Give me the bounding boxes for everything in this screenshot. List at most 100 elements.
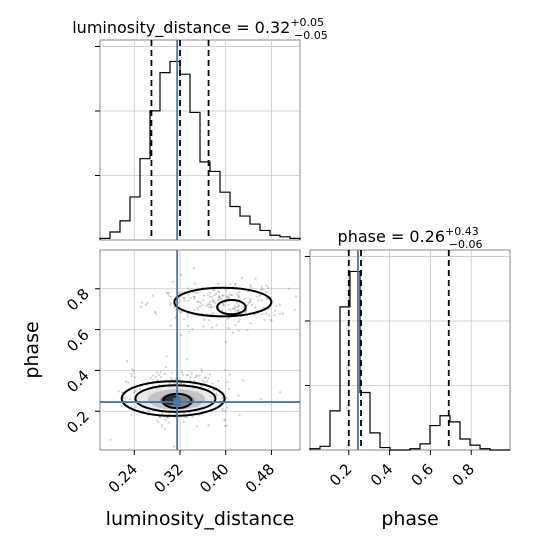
scatter-point	[211, 299, 214, 302]
scatter-point	[207, 377, 210, 380]
scatter-point	[250, 303, 254, 307]
scatter-point	[181, 290, 184, 294]
hist-ld-bin-15	[250, 224, 260, 240]
scatter-point	[163, 372, 166, 375]
scatter-point	[198, 414, 201, 417]
scatter-point	[230, 294, 234, 297]
scatter-point	[193, 282, 196, 285]
scatter-point	[186, 373, 189, 377]
scatter-point	[201, 379, 204, 382]
scatter-point	[192, 295, 195, 298]
scatter-point	[167, 292, 170, 295]
scatter-point	[169, 303, 172, 307]
scatter-point	[234, 309, 237, 312]
scatter-point	[197, 308, 200, 311]
scatter-point	[216, 290, 220, 293]
scatter-point	[233, 307, 236, 310]
scatter-point	[225, 289, 228, 292]
scatter-point	[202, 294, 206, 297]
scatter-point	[234, 323, 237, 327]
scatter-point	[267, 286, 270, 289]
scatter-point	[215, 324, 218, 327]
scatter-point	[249, 297, 252, 301]
scatter-point	[193, 295, 196, 298]
scatter-point	[168, 382, 171, 385]
hist-ld-bin-7	[170, 61, 180, 240]
scatter-point	[200, 368, 203, 371]
scatter-point	[247, 290, 250, 293]
scatter-point	[201, 304, 204, 307]
scatter-point	[157, 421, 160, 424]
scatter-point	[169, 324, 172, 327]
ld-xtick-label: 0.40	[196, 460, 232, 496]
contour-2	[120, 380, 226, 417]
scatter-point	[213, 305, 216, 308]
scatter-point	[220, 297, 223, 300]
hist-ld-bin-13	[230, 207, 240, 240]
scatter-point	[236, 306, 239, 309]
scatter-point	[183, 299, 186, 302]
scatter-point	[189, 296, 192, 300]
scatter-point	[214, 292, 218, 295]
scatter-point	[194, 291, 198, 294]
scatter-point	[145, 303, 148, 307]
hist-ld-bin-6	[160, 73, 170, 240]
scatter-point	[140, 301, 143, 304]
scatter-point	[225, 295, 228, 298]
scatter-point	[153, 310, 157, 314]
scatter-point	[193, 297, 196, 300]
scatter-point	[170, 376, 173, 380]
scatter-point	[249, 300, 252, 303]
scatter-point	[237, 310, 240, 313]
hist-ld-bin-9	[190, 112, 200, 240]
density-2d-panel: 0.24 0.32 0.40 0.48 0.2 0.4 0.6 0.8 luminosity…	[21, 249, 301, 530]
contour-4	[173, 286, 273, 318]
scatter-point	[230, 293, 233, 296]
scatter-point	[233, 306, 236, 309]
scatter-point	[237, 309, 240, 312]
density-frame	[99, 249, 301, 451]
scatter-point	[130, 374, 133, 378]
scatter-point	[261, 287, 264, 291]
ld-xtick-label: 0.32	[150, 460, 186, 496]
scatter-point	[224, 340, 228, 344]
hist-phase-bin-11	[420, 444, 430, 450]
scatter-point	[221, 409, 224, 412]
scatter-point	[229, 309, 232, 312]
scatter-point	[134, 405, 137, 409]
scatter-point	[174, 381, 177, 384]
scatter-point	[244, 310, 248, 313]
scatter-point	[237, 394, 240, 397]
scatter-point	[198, 305, 202, 308]
scatter-point	[237, 304, 240, 307]
scatter-point	[173, 445, 176, 448]
hist-ld-step	[99, 60, 301, 240]
scatter-point	[225, 406, 229, 409]
scatter-point	[193, 376, 197, 379]
scatter-point	[265, 312, 268, 315]
scatter-point	[235, 292, 238, 295]
hist-phase-bin-12	[430, 426, 440, 450]
scatter-point	[221, 396, 224, 400]
scatter-point	[279, 312, 282, 315]
scatter-point	[147, 410, 150, 413]
scatter-point	[181, 373, 185, 376]
scatter-point	[133, 376, 137, 379]
scatter-point	[237, 329, 240, 332]
scatter-point	[122, 396, 125, 399]
hist-ld-bin-11	[210, 171, 220, 240]
hist-phase-frame	[309, 249, 511, 451]
hist-phase-bin-15	[460, 439, 470, 450]
phase-ytick-label: 0.8	[63, 285, 93, 315]
scatter-point	[243, 297, 246, 300]
scatter-point	[221, 294, 224, 298]
scatter-point	[203, 380, 206, 384]
scatter-point	[186, 324, 190, 327]
scatter-point	[208, 303, 211, 306]
scatter-point	[249, 322, 252, 325]
hist-phase-bin-1	[320, 446, 330, 450]
scatter-point	[217, 291, 221, 294]
scatter-point	[265, 284, 268, 287]
phase-xtick-label: 0.6	[408, 460, 438, 490]
scatter-point	[166, 292, 169, 295]
